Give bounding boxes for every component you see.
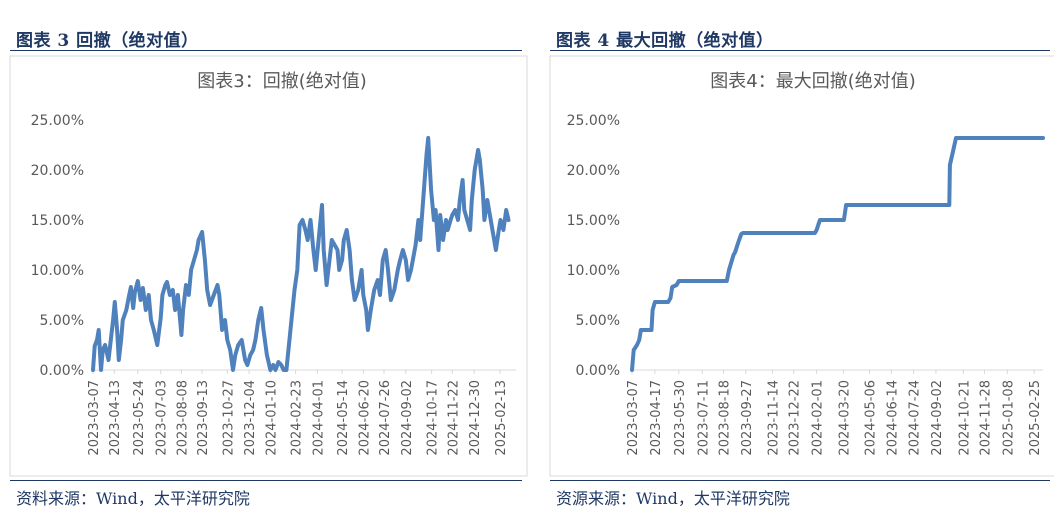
x-tick-label: 2023-05-24: [132, 380, 147, 456]
x-tick-label: 2024-01-10: [264, 380, 279, 456]
y-tick-label: 5.00%: [576, 313, 620, 329]
x-tick-label: 2025-02-25: [1028, 380, 1043, 456]
x-tick-label: 2024-10-17: [426, 380, 441, 456]
x-tick-label: 2024-07-26: [378, 380, 393, 456]
figure-heading: 图表 4 最大回撤（绝对值）: [556, 31, 774, 51]
y-tick-label: 25.00%: [567, 113, 620, 129]
x-tick-label: 2024-06-20: [357, 380, 372, 456]
x-tick-label: 2023-05-30: [673, 380, 688, 456]
figure-heading: 图表 3 回撤（绝对值）: [16, 31, 199, 51]
max-drawdown-chart: 图表4：最大回撤(绝对值) 0.00% 5.00% 10.00% 15.00% 20.00…: [549, 55, 1054, 477]
chart-panel-max-drawdown: 图表 4 最大回撤（绝对值） 图表4：最大回撤(绝对值) 0.00% 5.00% 10…: [540, 0, 1054, 511]
x-tick-label: 2025-02-13: [494, 380, 509, 456]
x-tick-label: 2023-12-04: [243, 380, 258, 456]
heading-rule: [10, 50, 522, 51]
chart-frame: [9, 55, 528, 477]
x-tick-label: 2023-12-22: [788, 380, 803, 456]
chart-frame: [549, 55, 1054, 477]
x-tick-label: 2024-05-06: [864, 380, 879, 456]
x-tick-label: 2024-12-30: [468, 380, 483, 456]
x-tick-label: 2024-11-28: [978, 380, 993, 456]
y-tick-label: 15.00%: [31, 213, 84, 229]
x-tick-label: 2023-09-13: [196, 380, 211, 456]
series-line: [91, 136, 511, 372]
x-tick-label: 2024-11-22: [446, 380, 461, 456]
chart-panel-drawdown: 图表 3 回撤（绝对值） 图表3：回撤(绝对值) 0.00% 5.00% 10.00%…: [9, 31, 528, 508]
x-tick-label: 2023-08-18: [717, 380, 732, 456]
chart-title: 图表3：回撤(绝对值): [197, 71, 367, 92]
y-tick-label: 10.00%: [31, 263, 84, 279]
x-tick-label: 2024-09-02: [400, 380, 415, 456]
x-tick-label: 2024-07-24: [908, 380, 923, 456]
x-tick-label: 2024-10-21: [957, 380, 972, 456]
x-tick-label: 2023-10-27: [221, 380, 236, 456]
y-tick-label: 10.00%: [567, 263, 620, 279]
x-tick-label: 2023-03-07: [626, 380, 641, 456]
y-tick-label: 25.00%: [31, 113, 84, 129]
x-tick-label: 2023-03-07: [87, 380, 102, 456]
x-tick-label: 2023-07-03: [155, 380, 170, 456]
y-tick-label: 0.00%: [576, 363, 620, 379]
y-tick-label: 20.00%: [567, 163, 620, 179]
y-tick-label: 0.00%: [40, 363, 84, 379]
x-tick-label: 2024-05-14: [336, 380, 351, 456]
x-tick-label: 2023-04-13: [108, 380, 123, 456]
drawdown-chart: 图表3：回撤(绝对值) 0.00% 5.00% 10.00% 15.00% 20.00% 2…: [9, 55, 528, 477]
y-tick-label: 5.00%: [40, 313, 84, 329]
x-tick-label: 2024-06-14: [885, 380, 900, 456]
x-tick-label: 2024-04-01: [311, 380, 326, 456]
heading-rule: [550, 50, 1050, 51]
source-note: 资料来源：Wind，太平洋研究院: [16, 489, 250, 508]
x-tick-label: 2023-09-27: [740, 380, 755, 456]
x-tick-label: 2025-01-08: [1001, 380, 1016, 456]
chart-title: 图表4：最大回撤(绝对值): [710, 71, 916, 92]
x-tick-label: 2023-11-14: [767, 380, 782, 456]
series-line: [630, 136, 1045, 372]
x-tick-label: 2024-09-02: [930, 380, 945, 456]
x-tick-label: 2023-04-17: [649, 380, 664, 456]
x-tick-label: 2024-02-23: [290, 380, 305, 456]
y-tick-label: 20.00%: [31, 163, 84, 179]
y-tick-label: 15.00%: [567, 213, 620, 229]
source-rule: [10, 480, 522, 481]
source-rule: [550, 480, 1050, 481]
source-note: 资源来源：Wind，太平洋研究院: [556, 489, 790, 508]
x-tick-label: 2023-07-11: [696, 380, 711, 456]
x-tick-label: 2024-03-20: [837, 380, 852, 456]
x-tick-label: 2023-08-08: [175, 380, 190, 456]
x-tick-label: 2024-02-01: [811, 380, 826, 456]
